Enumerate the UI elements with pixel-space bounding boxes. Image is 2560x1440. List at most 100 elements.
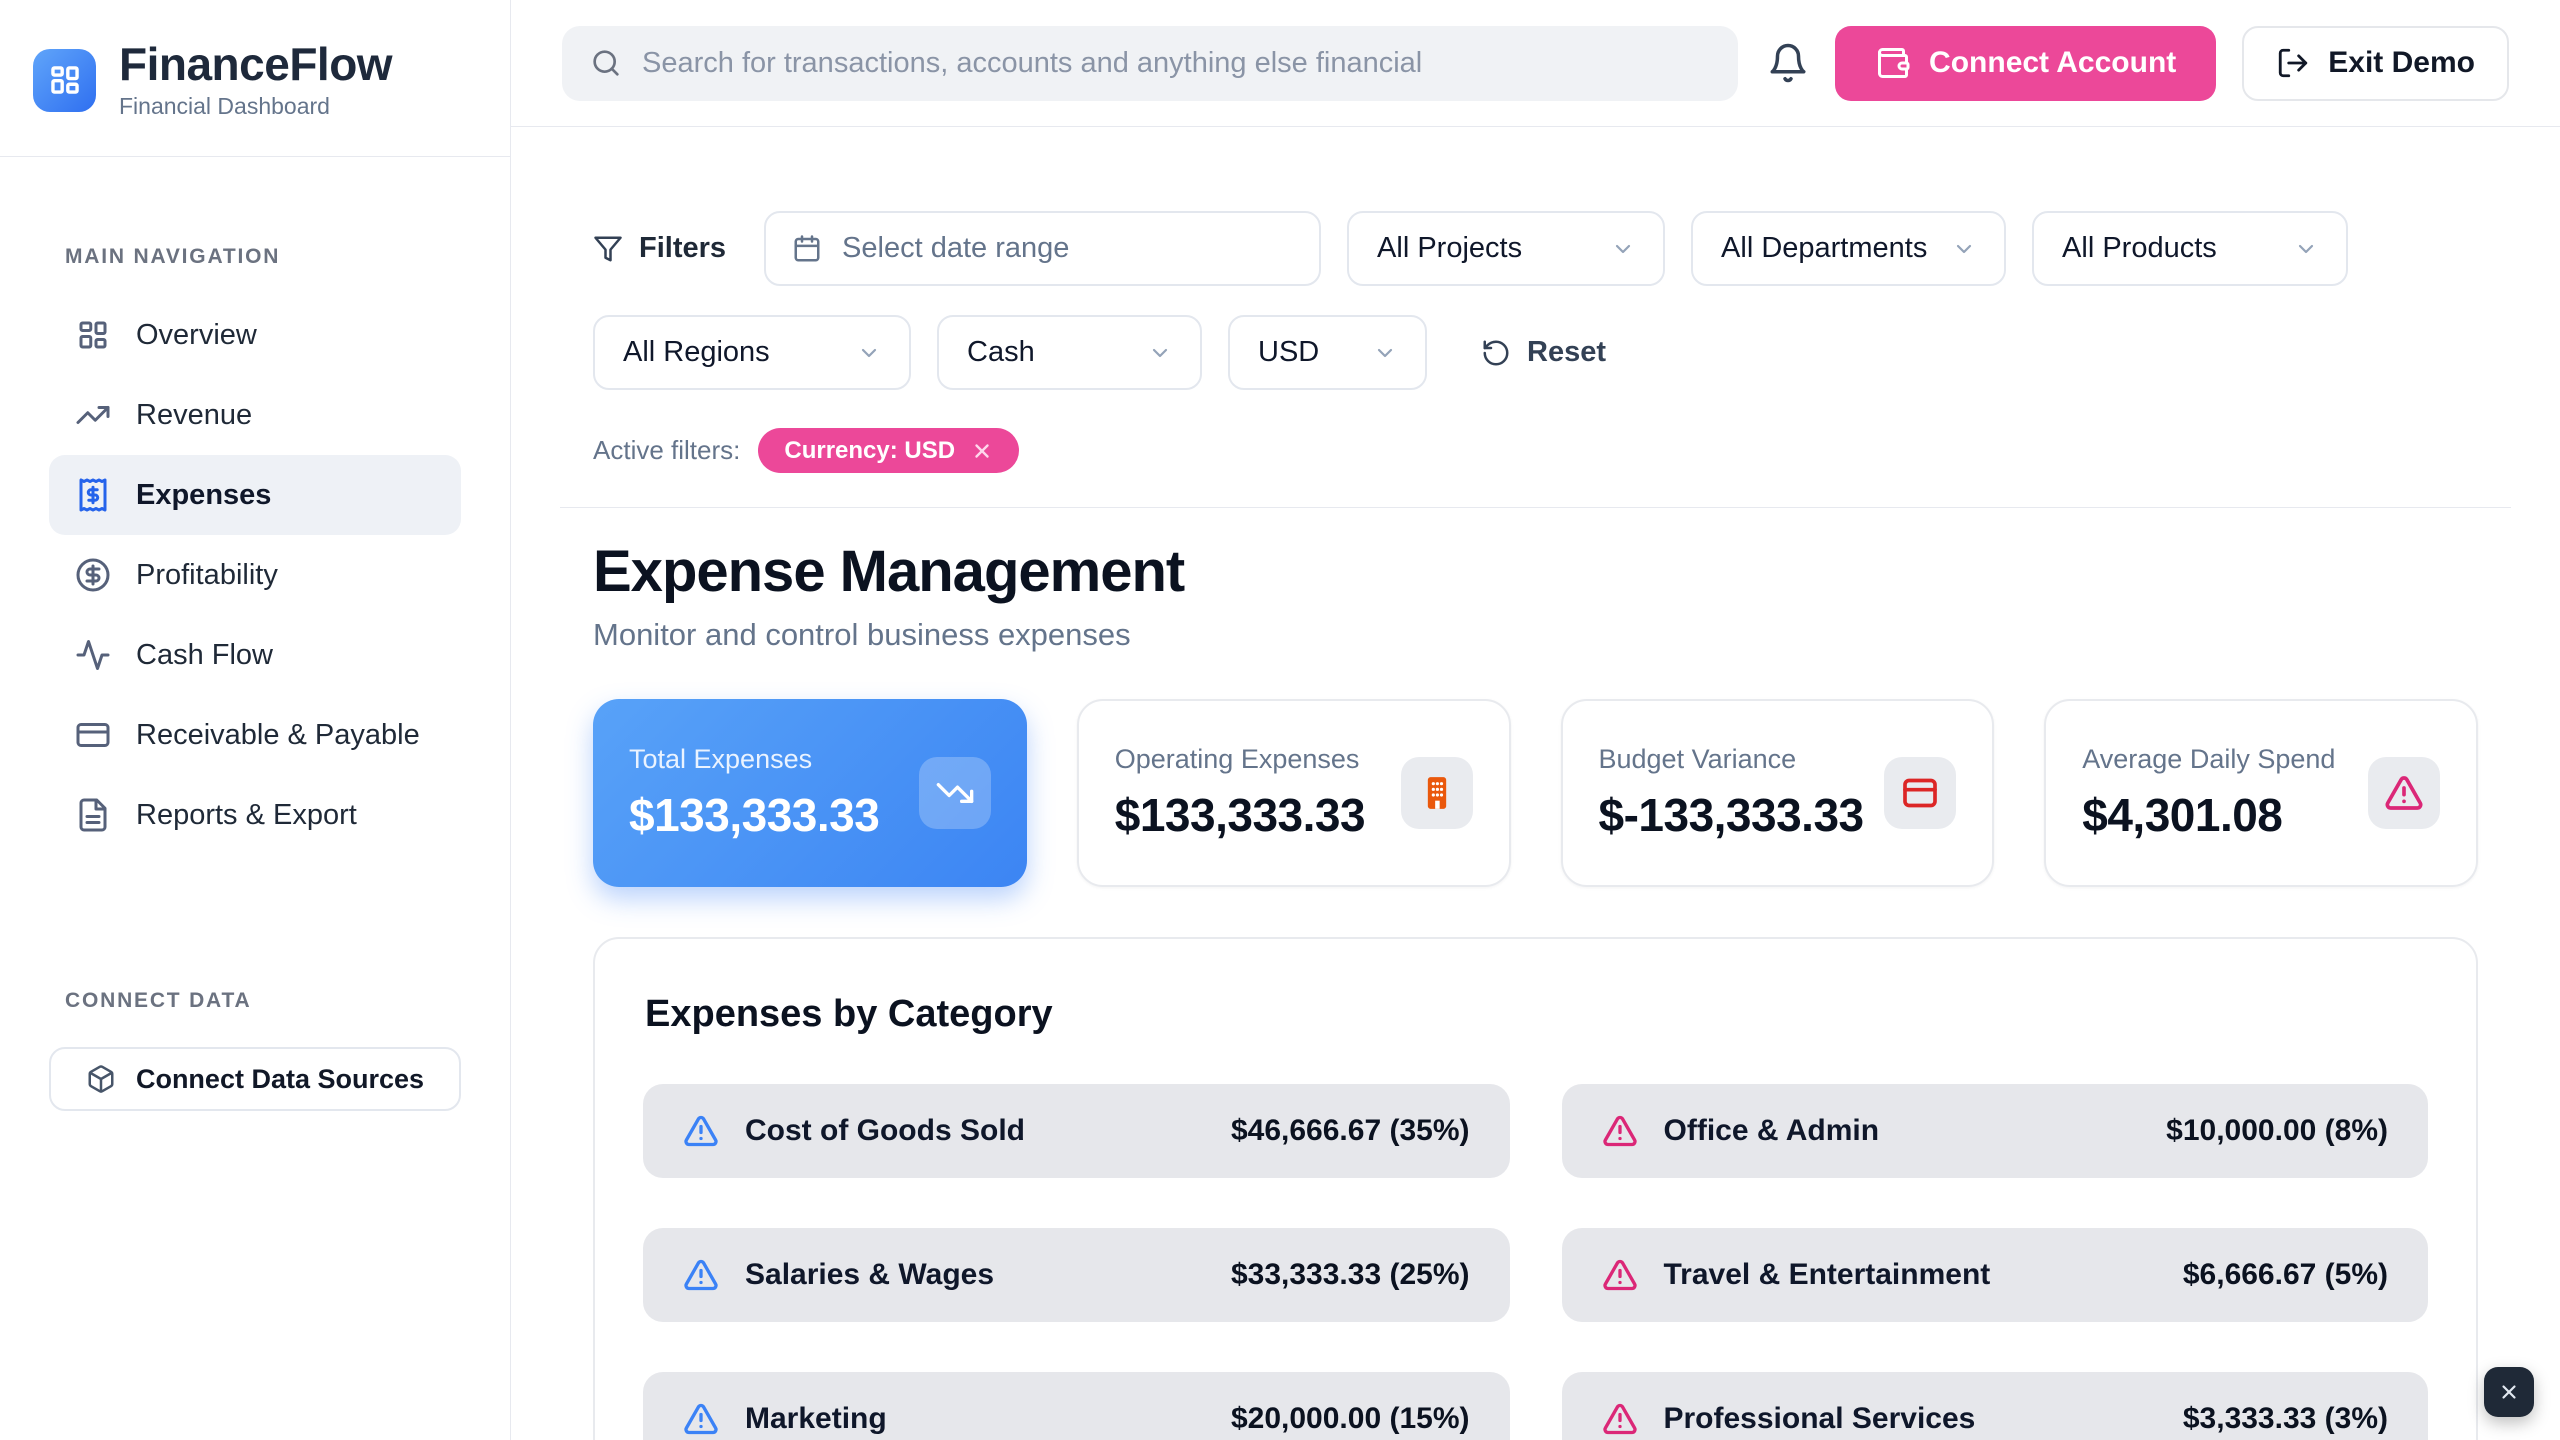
topbar: Connect Account Exit Demo <box>511 0 2560 127</box>
category-value: $6,666.67 (5%) <box>2182 1258 2388 1291</box>
credit-card-icon <box>75 717 111 753</box>
filter-chip-currency: Currency: USD <box>758 428 1020 473</box>
stat-value: $133,333.33 <box>629 789 880 841</box>
sidebar: FinanceFlow Financial Dashboard MAIN NAV… <box>0 0 511 1440</box>
building-icon <box>1400 757 1473 829</box>
global-search[interactable] <box>562 25 1738 101</box>
date-range-picker[interactable]: Select date range <box>764 211 1322 286</box>
alert-triangle-icon <box>683 1113 719 1149</box>
sidebar-item-label: Revenue <box>136 398 253 431</box>
x-icon[interactable] <box>971 440 993 462</box>
calendar-icon <box>792 234 822 264</box>
filters-row-2: All Regions Cash USD Reset <box>593 315 2478 390</box>
app-logo-icon <box>33 48 96 112</box>
category-row-salaries-wages: Salaries & Wages $33,333.33 (25%) <box>643 1228 1510 1322</box>
stat-value: $133,333.33 <box>1114 789 1366 841</box>
sidebar-item-reports-export[interactable]: Reports & Export <box>49 775 461 855</box>
trending-down-icon <box>918 757 991 829</box>
category-name: Travel & Entertainment <box>1663 1258 1991 1291</box>
stat-cards: Total Expenses $133,333.33 Operating Exp… <box>593 699 2478 887</box>
connect-data-sources-button[interactable]: Connect Data Sources <box>49 1047 461 1112</box>
alert-triangle-icon <box>1602 1257 1638 1293</box>
category-name: Marketing <box>745 1402 887 1435</box>
alert-triangle-icon <box>1602 1401 1638 1437</box>
close-icon <box>2498 1381 2520 1403</box>
sidebar-item-label: Expenses <box>136 478 272 511</box>
category-row-cost-of-goods-sold: Cost of Goods Sold $46,666.67 (35%) <box>643 1084 1510 1178</box>
category-name: Professional Services <box>1663 1402 1976 1435</box>
stat-value: $-133,333.33 <box>1598 789 1865 841</box>
filters-row-1: Filters Select date range All Projects A… <box>593 211 2478 286</box>
reset-label: Reset <box>1527 336 1606 368</box>
category-value: $3,333.33 (3%) <box>2182 1402 2388 1435</box>
activity-icon <box>75 637 111 673</box>
sidebar-item-cash-flow[interactable]: Cash Flow <box>49 615 461 695</box>
bell-icon[interactable] <box>1767 42 1809 84</box>
main-area: Connect Account Exit Demo Filters Select… <box>511 0 2560 1440</box>
section-divider <box>560 507 2511 508</box>
brand: FinanceFlow Financial Dashboard <box>0 0 510 158</box>
sidebar-item-receivable-payable[interactable]: Receivable & Payable <box>49 695 461 775</box>
connect-data-sources-label: Connect Data Sources <box>135 1063 425 1094</box>
stat-card-operating-expenses: Operating Expenses $133,333.33 <box>1076 699 1511 887</box>
projects-select[interactable]: All Projects <box>1347 211 1666 286</box>
filter-chip-label: Currency: USD <box>784 436 956 464</box>
chevron-down-icon <box>1373 341 1397 365</box>
chevron-down-icon <box>1611 237 1635 261</box>
connect-account-button[interactable]: Connect Account <box>1835 25 2217 101</box>
category-row-office-admin: Office & Admin $10,000.00 (8%) <box>1561 1084 2428 1178</box>
connect-section-label: CONNECT DATA <box>65 989 252 1013</box>
file-text-icon <box>75 797 111 833</box>
trending-up-icon <box>75 397 111 433</box>
app-name: FinanceFlow <box>119 38 393 90</box>
sidebar-item-overview[interactable]: Overview <box>49 295 461 375</box>
category-value: $46,666.67 (35%) <box>1230 1114 1470 1147</box>
sidebar-item-label: Overview <box>136 318 257 351</box>
category-value: $10,000.00 (8%) <box>2166 1114 2388 1147</box>
sidebar-item-revenue[interactable]: Revenue <box>49 375 461 455</box>
date-range-placeholder: Select date range <box>842 232 1070 264</box>
close-overlay-button[interactable] <box>2484 1367 2534 1417</box>
chevron-down-icon <box>857 341 881 365</box>
search-input[interactable] <box>642 46 1710 80</box>
stat-label: Average Daily Spend <box>2082 744 2336 774</box>
stat-label: Total Expenses <box>629 744 813 774</box>
currency-select[interactable]: USD <box>1228 315 1427 390</box>
alert-triangle-icon <box>683 1257 719 1293</box>
departments-select[interactable]: All Departments <box>1691 211 2007 286</box>
app-subtitle: Financial Dashboard <box>119 93 330 120</box>
products-select[interactable]: All Products <box>2032 211 2349 286</box>
chevron-down-icon <box>1952 237 1976 261</box>
stat-card-budget-variance: Budget Variance $-133,333.33 <box>1560 699 1995 887</box>
stat-card-total-expenses: Total Expenses $133,333.33 <box>593 699 1027 887</box>
stat-card-average-daily-spend: Average Daily Spend $4,301.08 <box>2044 699 2478 887</box>
category-value: $20,000.00 (15%) <box>1230 1402 1470 1435</box>
regions-select[interactable]: All Regions <box>593 315 911 390</box>
page-subtitle: Monitor and control business expenses <box>593 617 1131 652</box>
category-name: Office & Admin <box>1663 1114 1880 1147</box>
sidebar-item-expenses[interactable]: Expenses <box>49 455 461 536</box>
sidebar-item-profitability[interactable]: Profitability <box>49 535 461 615</box>
active-filters-row: Active filters: Currency: USD <box>593 428 2478 473</box>
alert-triangle-icon <box>2368 757 2440 829</box>
category-row-travel-entertainment: Travel & Entertainment $6,666.67 (5%) <box>1561 1228 2428 1322</box>
category-name: Cost of Goods Sold <box>745 1114 1025 1147</box>
panel-title: Expenses by Category <box>645 993 1053 1035</box>
exit-demo-button[interactable]: Exit Demo <box>2242 25 2509 101</box>
sidebar-item-label: Profitability <box>136 558 278 591</box>
receipt-icon <box>75 477 111 513</box>
page-title: Expense Management <box>593 539 1185 604</box>
reset-filters-button[interactable]: Reset <box>1481 336 1606 369</box>
credit-card-icon <box>1884 757 1957 829</box>
expenses-by-category-panel: Expenses by Category Cost of Goods Sold … <box>593 937 2478 1440</box>
alert-triangle-icon <box>1602 1113 1638 1149</box>
active-filters-label: Active filters: <box>593 435 741 465</box>
content: Filters Select date range All Projects A… <box>511 127 2560 1440</box>
log-out-icon <box>2276 46 2310 80</box>
category-row-professional-services: Professional Services $3,333.33 (3%) <box>1561 1372 2428 1440</box>
funnel-icon <box>593 234 623 264</box>
circle-dollar-icon <box>75 557 111 593</box>
chevron-down-icon <box>1148 341 1172 365</box>
accounting-basis-select[interactable]: Cash <box>937 315 1202 390</box>
connect-account-label: Connect Account <box>1929 46 2177 79</box>
